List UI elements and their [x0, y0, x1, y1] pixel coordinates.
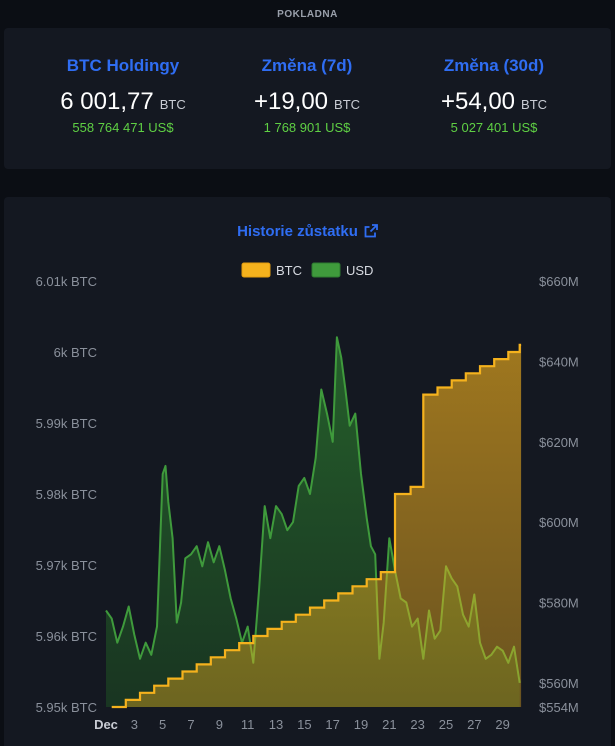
- stat-unit: BTC: [521, 97, 548, 112]
- x-tick-label: 11: [241, 717, 255, 732]
- y-right-tick-label: $554M: [539, 700, 579, 715]
- stat-value: +19,00: [253, 88, 329, 115]
- x-tick-label: 7: [187, 717, 194, 732]
- x-tick-label: 15: [297, 717, 311, 732]
- x-tick-label: 9: [216, 717, 223, 732]
- stat-value: +54,00: [440, 88, 516, 115]
- y-right-tick-label: $640M: [539, 354, 579, 369]
- x-tick-label: 23: [410, 717, 424, 732]
- stat-usd-value: 1 768 901 US$: [263, 120, 351, 135]
- y-left-tick-label: 6k BTC: [54, 345, 97, 360]
- y-right-tick-label: $580M: [539, 596, 579, 611]
- stat-unit: BTC: [334, 97, 361, 112]
- y-left-tick-label: 5.97k BTC: [36, 558, 97, 573]
- x-tick-label: 25: [439, 717, 453, 732]
- x-tick-label: 5: [159, 717, 166, 732]
- stat-label: Změna (7d): [261, 56, 353, 75]
- x-tick-label: 27: [467, 717, 481, 732]
- y-right-tick-label: $560M: [539, 676, 579, 691]
- stat-usd-value: 5 027 401 US$: [450, 120, 538, 135]
- y-left-tick-label: 5.98k BTC: [36, 487, 97, 502]
- x-tick-label: 3: [131, 717, 138, 732]
- x-tick-label: 13: [269, 717, 283, 732]
- stat-value: 6 001,77: [60, 88, 154, 115]
- stat-usd-value: 558 764 471 US$: [72, 120, 174, 135]
- usd-area: [106, 337, 520, 707]
- legend-label-btc: BTC: [276, 263, 302, 278]
- external-link-icon: [364, 224, 378, 238]
- holdings-stats-card: BTC Holdingy 6 001,77 BTC 558 764 471 US$…: [4, 28, 611, 169]
- y-left-tick-label: 5.99k BTC: [36, 416, 97, 431]
- btc-line: [111, 343, 522, 709]
- balance-history-chart: 6.01k BTC 6k BTC 5.99k BTC 5.98k BTC 5.97k B…: [36, 262, 579, 732]
- y-left-tick-label: 5.95k BTC: [36, 700, 97, 715]
- x-tick-label: 29: [495, 717, 509, 732]
- x-tick-label: 19: [354, 717, 368, 732]
- btc-area: [111, 344, 522, 707]
- y-left-tick-label: 5.96k BTC: [36, 629, 97, 644]
- x-tick-label: 17: [325, 717, 339, 732]
- legend-swatch-usd: [311, 262, 341, 278]
- stat-unit: BTC: [159, 97, 186, 112]
- y-right-tick-label: $620M: [539, 435, 579, 450]
- legend-swatch-btc: [241, 262, 271, 278]
- stat-label: Změna (30d): [443, 56, 545, 75]
- chart-title-link[interactable]: Historie zůstatku: [4, 223, 611, 240]
- x-tick-label: Dec: [94, 717, 118, 732]
- stat-label: BTC Holdingy: [66, 56, 180, 75]
- page-label: POKLADNA: [277, 9, 338, 20]
- legend-label-usd: USD: [346, 263, 373, 278]
- y-left-tick-label: 6.01k BTC: [36, 274, 97, 289]
- balance-history-card: 6.01k BTC 6k BTC 5.99k BTC 5.98k BTC 5.97k B…: [4, 197, 611, 746]
- chart-title: Historie zůstatku: [237, 223, 358, 240]
- y-right-tick-label: $600M: [539, 515, 579, 530]
- y-right-tick-label: $660M: [539, 274, 579, 289]
- x-tick-label: 21: [382, 717, 396, 732]
